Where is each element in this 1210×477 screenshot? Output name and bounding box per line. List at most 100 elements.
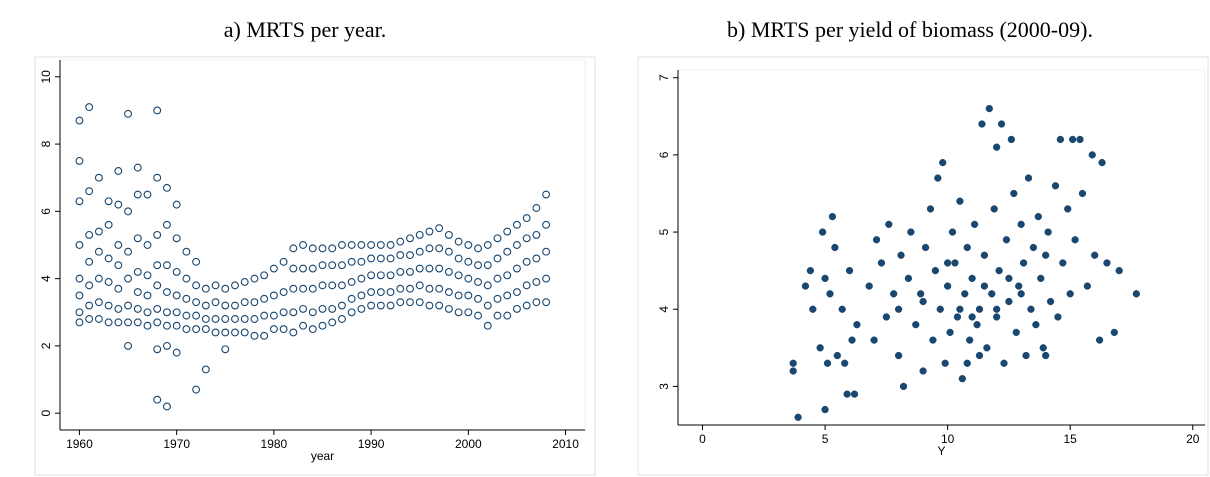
point bbox=[1019, 259, 1028, 267]
point bbox=[114, 200, 123, 209]
point bbox=[454, 291, 463, 300]
x-tick-label: 1990 bbox=[358, 437, 385, 451]
point bbox=[192, 325, 201, 334]
point bbox=[435, 244, 444, 253]
point bbox=[269, 325, 278, 334]
point bbox=[308, 325, 317, 334]
point bbox=[192, 385, 201, 394]
point bbox=[444, 267, 453, 276]
point bbox=[968, 313, 976, 321]
x-tick-label: 0 bbox=[699, 432, 706, 446]
point bbox=[153, 106, 162, 115]
point bbox=[943, 259, 952, 267]
point bbox=[1017, 220, 1025, 228]
point bbox=[1012, 328, 1020, 337]
point bbox=[289, 328, 298, 337]
point bbox=[464, 241, 473, 249]
point bbox=[415, 230, 424, 239]
point bbox=[182, 274, 191, 283]
x-tick-label: 1980 bbox=[261, 437, 288, 451]
point bbox=[357, 257, 366, 266]
point bbox=[503, 247, 512, 256]
point bbox=[347, 257, 356, 266]
point bbox=[1037, 274, 1045, 283]
point bbox=[877, 259, 886, 267]
points bbox=[75, 103, 551, 411]
point bbox=[124, 207, 133, 216]
point bbox=[231, 281, 239, 290]
point bbox=[124, 274, 133, 283]
point bbox=[104, 254, 113, 263]
point bbox=[94, 315, 103, 323]
point bbox=[250, 298, 259, 307]
y-tick-label: 4 bbox=[657, 306, 671, 313]
point bbox=[474, 278, 483, 286]
point bbox=[845, 267, 854, 275]
point bbox=[347, 241, 356, 249]
point bbox=[542, 274, 551, 283]
point bbox=[493, 274, 502, 283]
y-tick-label: 10 bbox=[39, 70, 53, 84]
point bbox=[143, 321, 152, 330]
point bbox=[162, 341, 171, 350]
y-tick-label: 6 bbox=[657, 151, 671, 158]
point bbox=[435, 224, 444, 233]
point bbox=[85, 187, 94, 196]
point bbox=[337, 261, 346, 270]
point bbox=[542, 220, 551, 229]
point bbox=[993, 305, 1001, 313]
point bbox=[289, 244, 298, 253]
point bbox=[386, 301, 395, 310]
point bbox=[94, 173, 103, 182]
point bbox=[1029, 243, 1038, 252]
point bbox=[85, 257, 94, 266]
point bbox=[376, 301, 385, 310]
y-tick-label: 4 bbox=[39, 275, 53, 282]
point bbox=[464, 257, 473, 266]
point bbox=[522, 257, 531, 266]
point bbox=[848, 336, 856, 344]
point bbox=[328, 318, 337, 327]
point bbox=[201, 284, 210, 293]
point bbox=[532, 278, 541, 286]
point bbox=[406, 234, 414, 243]
point bbox=[503, 271, 512, 280]
point bbox=[454, 271, 463, 280]
point bbox=[192, 311, 201, 320]
point bbox=[833, 351, 841, 360]
x-tick-label: 1960 bbox=[66, 437, 93, 451]
point bbox=[299, 321, 308, 330]
point bbox=[347, 308, 356, 317]
y-tick-label: 7 bbox=[657, 74, 671, 81]
point bbox=[1054, 313, 1062, 321]
point bbox=[818, 228, 827, 236]
point bbox=[1132, 290, 1141, 298]
point bbox=[299, 241, 308, 249]
point bbox=[1095, 336, 1104, 344]
point bbox=[1034, 212, 1042, 221]
point bbox=[464, 274, 473, 283]
point bbox=[328, 244, 337, 253]
point bbox=[124, 247, 133, 256]
point bbox=[542, 247, 551, 256]
point bbox=[789, 359, 797, 367]
point bbox=[904, 274, 913, 283]
y-tick-label: 0 bbox=[39, 410, 53, 417]
point bbox=[503, 291, 512, 300]
point bbox=[899, 382, 908, 391]
point bbox=[172, 321, 181, 330]
point bbox=[85, 301, 94, 310]
point bbox=[94, 227, 103, 236]
point bbox=[425, 227, 434, 236]
point bbox=[367, 241, 376, 249]
point bbox=[454, 308, 463, 317]
point bbox=[376, 271, 385, 280]
point bbox=[201, 301, 210, 310]
point bbox=[104, 278, 113, 286]
point bbox=[211, 315, 220, 323]
point bbox=[415, 281, 424, 290]
point bbox=[1056, 135, 1065, 144]
y-tick-label: 3 bbox=[657, 383, 671, 390]
point bbox=[522, 234, 531, 243]
